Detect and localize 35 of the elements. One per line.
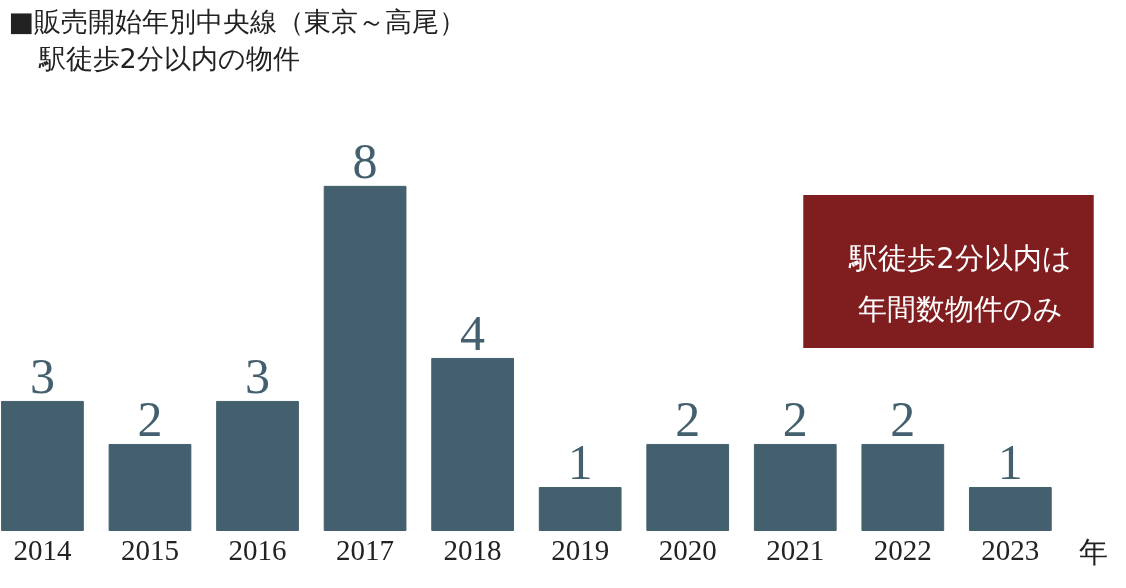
bar [538,486,622,531]
x-tick-label: 2014 [13,533,72,566]
x-tick-label: 2020 [658,533,717,566]
data-label: 3 [29,348,55,405]
data-label: 4 [460,305,486,362]
data-label: 2 [890,391,916,448]
bar [431,357,514,531]
bar [861,443,945,531]
annotation: 年間数物件のみ [858,292,1063,326]
bar [216,400,299,531]
x-tick-label: 2015 [120,533,179,566]
bar [323,185,407,531]
x-tick-label: 2019 [551,533,610,566]
data-label: 2 [137,391,163,448]
x-tick-label: 2022 [873,533,932,566]
bar [646,443,730,531]
data-label: 1 [567,434,593,491]
x-tick-label: 2017 [336,533,395,566]
data-label: 2 [675,391,701,448]
x-tick-label: 2023 [981,533,1040,566]
bar [108,443,192,531]
bar [753,443,837,531]
x-tick-label: 2018 [443,533,502,566]
bar [968,486,1052,531]
data-label: 1 [997,434,1023,491]
data-label: 2 [782,391,808,448]
data-label: 3 [245,348,271,405]
chart-title: ■販売開始年別中央線（東京～高尾） [8,5,467,37]
bar [1,400,84,531]
x-tick-label: 2016 [228,533,287,566]
data-label: 8 [352,133,378,190]
x-tick-label: 2021 [766,533,825,566]
annotation: 駅徒歩2分以内は [848,241,1072,275]
chart-subtitle: 駅徒歩2分以内の物件 [37,42,300,74]
x-axis-title: 年 [1078,534,1108,569]
